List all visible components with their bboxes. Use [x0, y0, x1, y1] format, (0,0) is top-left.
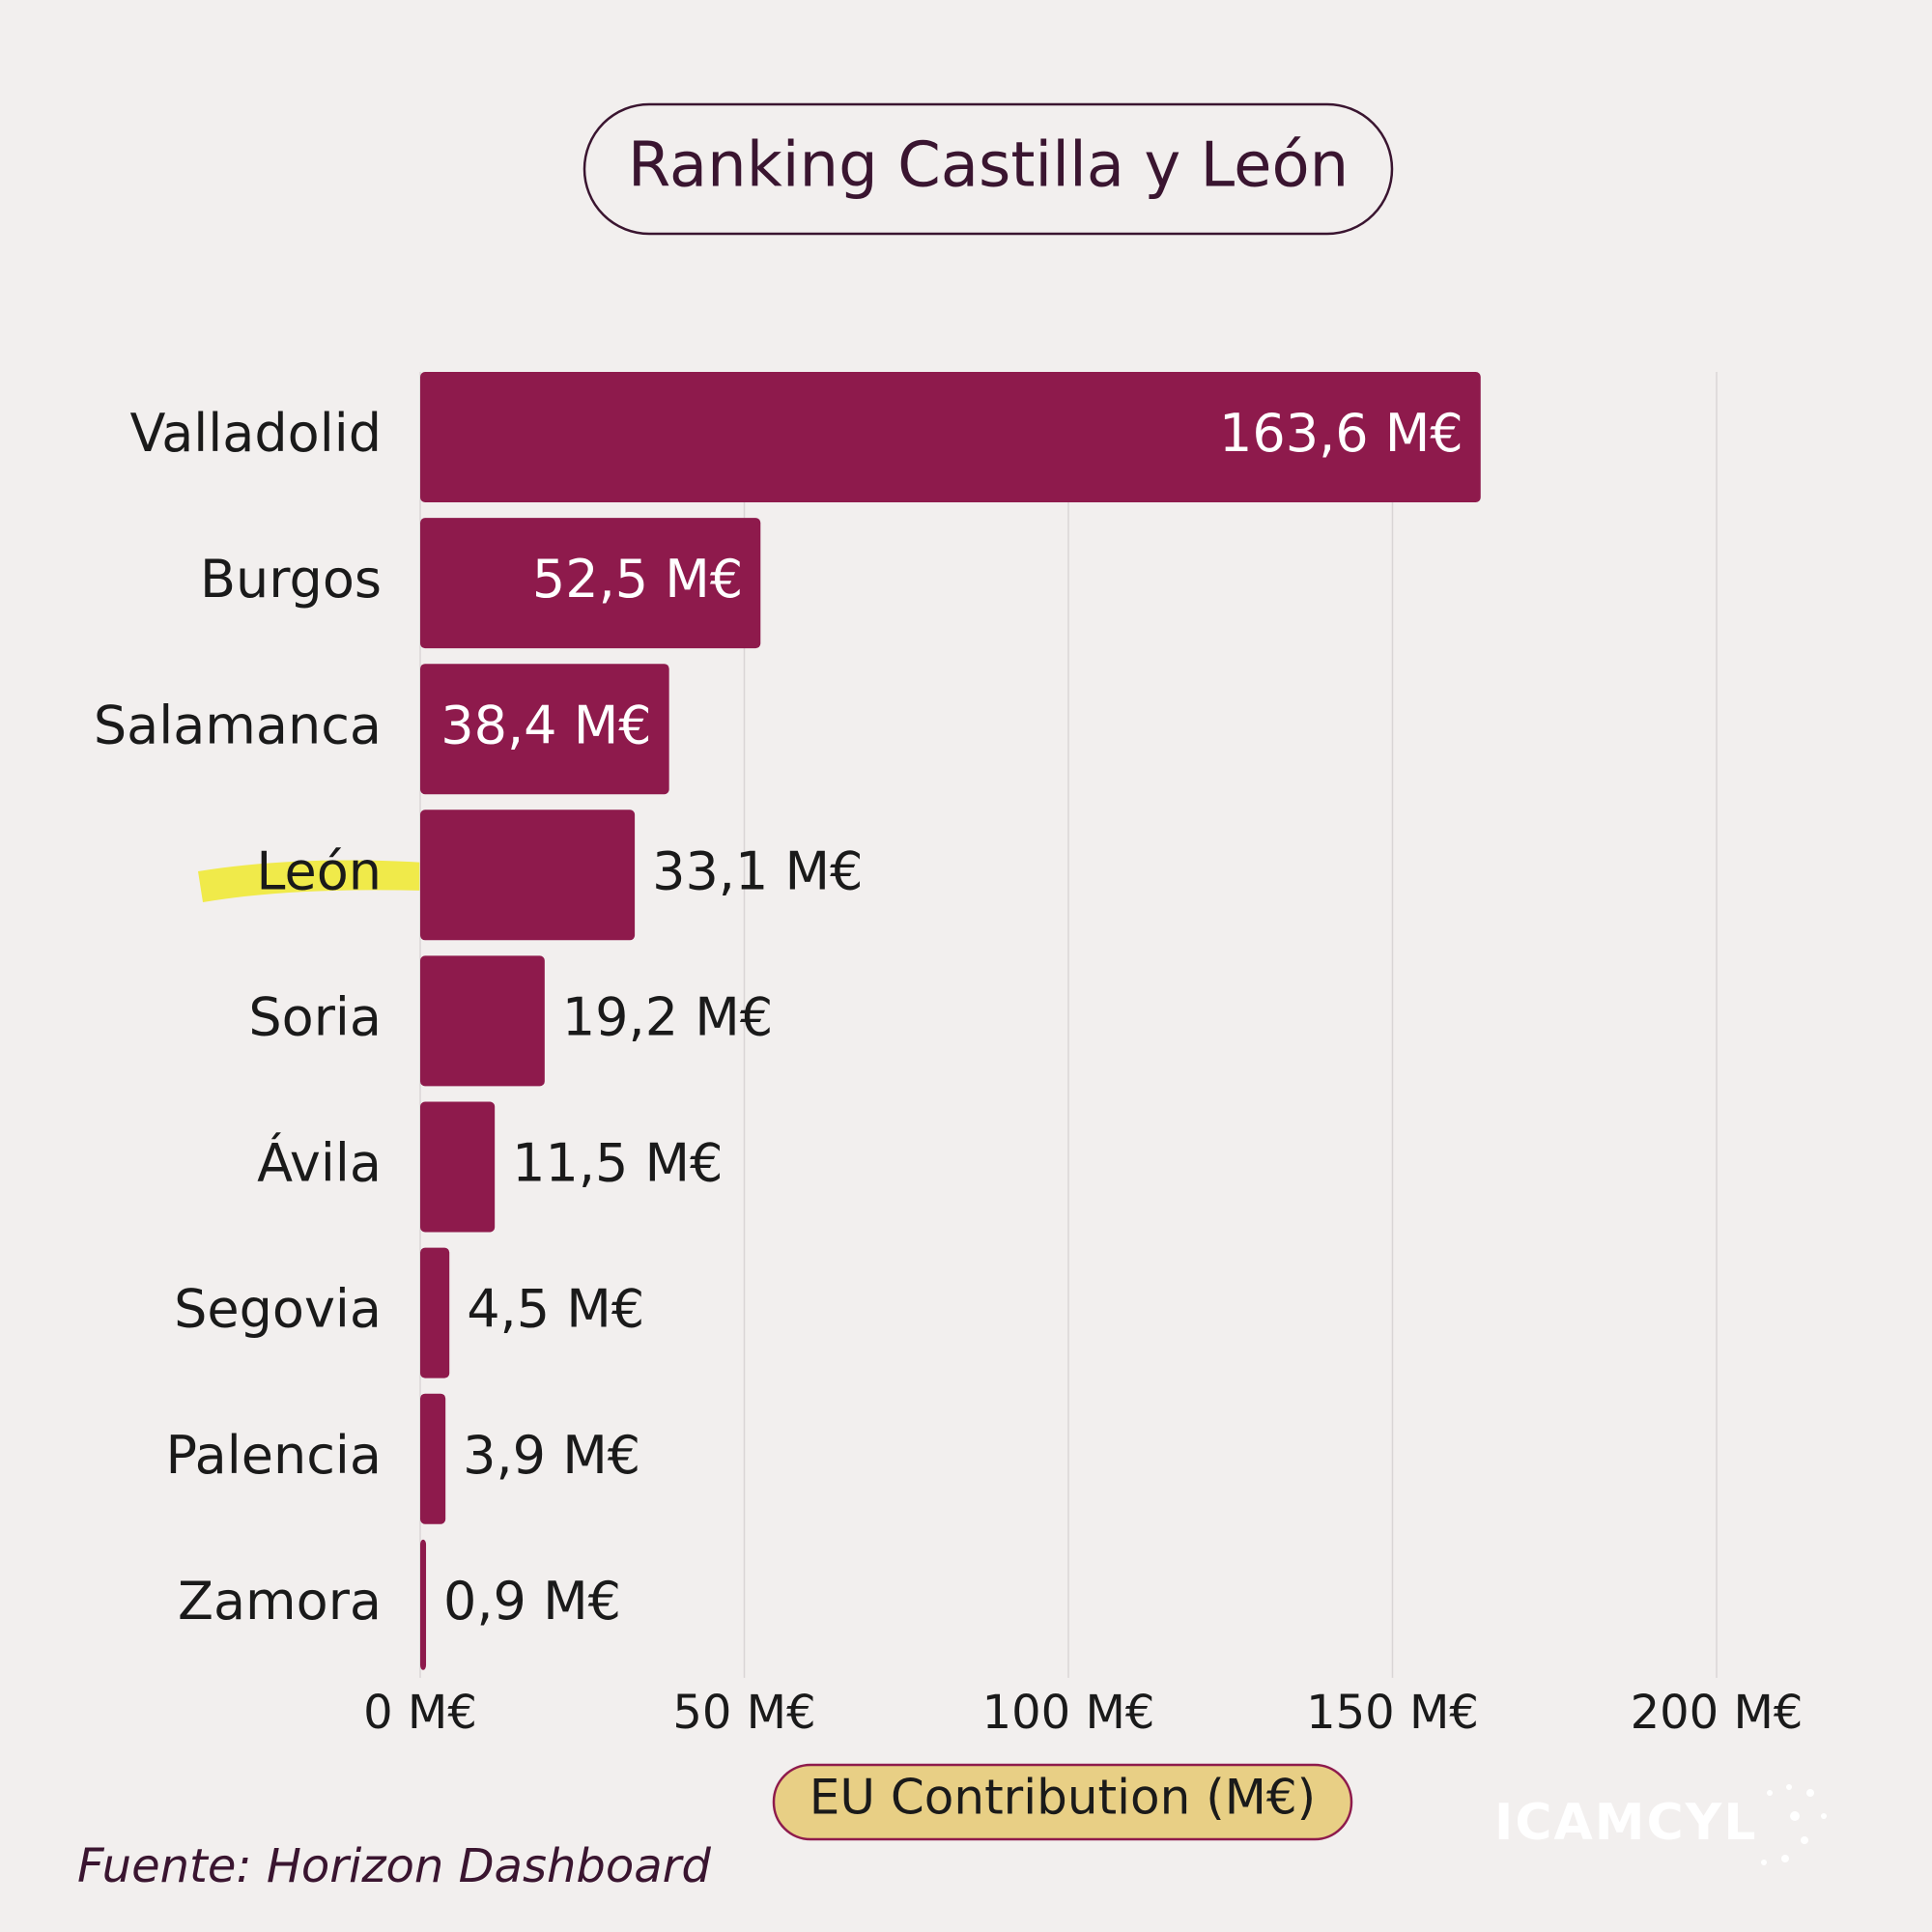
title-box — [582, 102, 1394, 236]
bar — [420, 1539, 427, 1670]
logo-dots — [1761, 1784, 1827, 1865]
bar — [420, 372, 1481, 502]
y-tick-label: Palencia — [166, 1425, 382, 1486]
value-label: 4,5 M€ — [467, 1279, 644, 1340]
bars: Valladolid 163,6 M€ Burgos 52,5 M€ Salamanca… — [94, 372, 1481, 1670]
chart-title: Ranking Castilla y León — [628, 130, 1349, 202]
bar — [420, 1101, 496, 1233]
x-tick-label: 100 M€ — [982, 1686, 1155, 1740]
value-label: 3,9 M€ — [463, 1425, 640, 1486]
bar — [420, 518, 761, 649]
value-label: 0,9 M€ — [443, 1571, 621, 1632]
value-label: 11,5 M€ — [512, 1133, 723, 1194]
logo: ICAMCYL — [1494, 1794, 1757, 1852]
bar — [420, 1393, 446, 1524]
value-label: 52,5 M€ — [532, 549, 743, 610]
source: Fuente: Horizon Dashboard — [77, 1839, 711, 1893]
bar — [420, 1247, 450, 1378]
x-tick-label: 0 M€ — [363, 1686, 477, 1740]
y-tick-label: Burgos — [200, 549, 382, 610]
x-tick-label: 150 M€ — [1306, 1686, 1479, 1740]
y-tick-label: Zamora — [178, 1571, 382, 1632]
x-tick-label: 200 M€ — [1631, 1686, 1804, 1740]
value-label: 38,4 M€ — [440, 695, 651, 755]
y-tick-label: Valladolid — [129, 403, 382, 464]
y-tick-label: Segovia — [174, 1279, 382, 1340]
value-label: 19,2 M€ — [562, 987, 773, 1048]
y-tick-label: Ávila — [257, 1133, 382, 1194]
y-tick-label: Soria — [248, 987, 382, 1048]
value-label: 33,1 M€ — [652, 840, 863, 901]
value-label: 163,6 M€ — [1219, 403, 1463, 464]
y-tick-label: León — [256, 840, 382, 901]
x-tick-label: 50 M€ — [672, 1686, 815, 1740]
grid: 0 M€ 50 M€ 100 M€ 150 M€ 200 M€ — [363, 372, 1803, 1740]
highlight — [198, 860, 425, 902]
bar — [420, 955, 545, 1087]
x-label-box — [772, 1763, 1353, 1841]
bar — [420, 810, 636, 941]
bar — [420, 664, 669, 795]
x-axis-label: EU Contribution (M€) — [810, 1770, 1316, 1826]
y-tick-label: Salamanca — [94, 695, 382, 755]
